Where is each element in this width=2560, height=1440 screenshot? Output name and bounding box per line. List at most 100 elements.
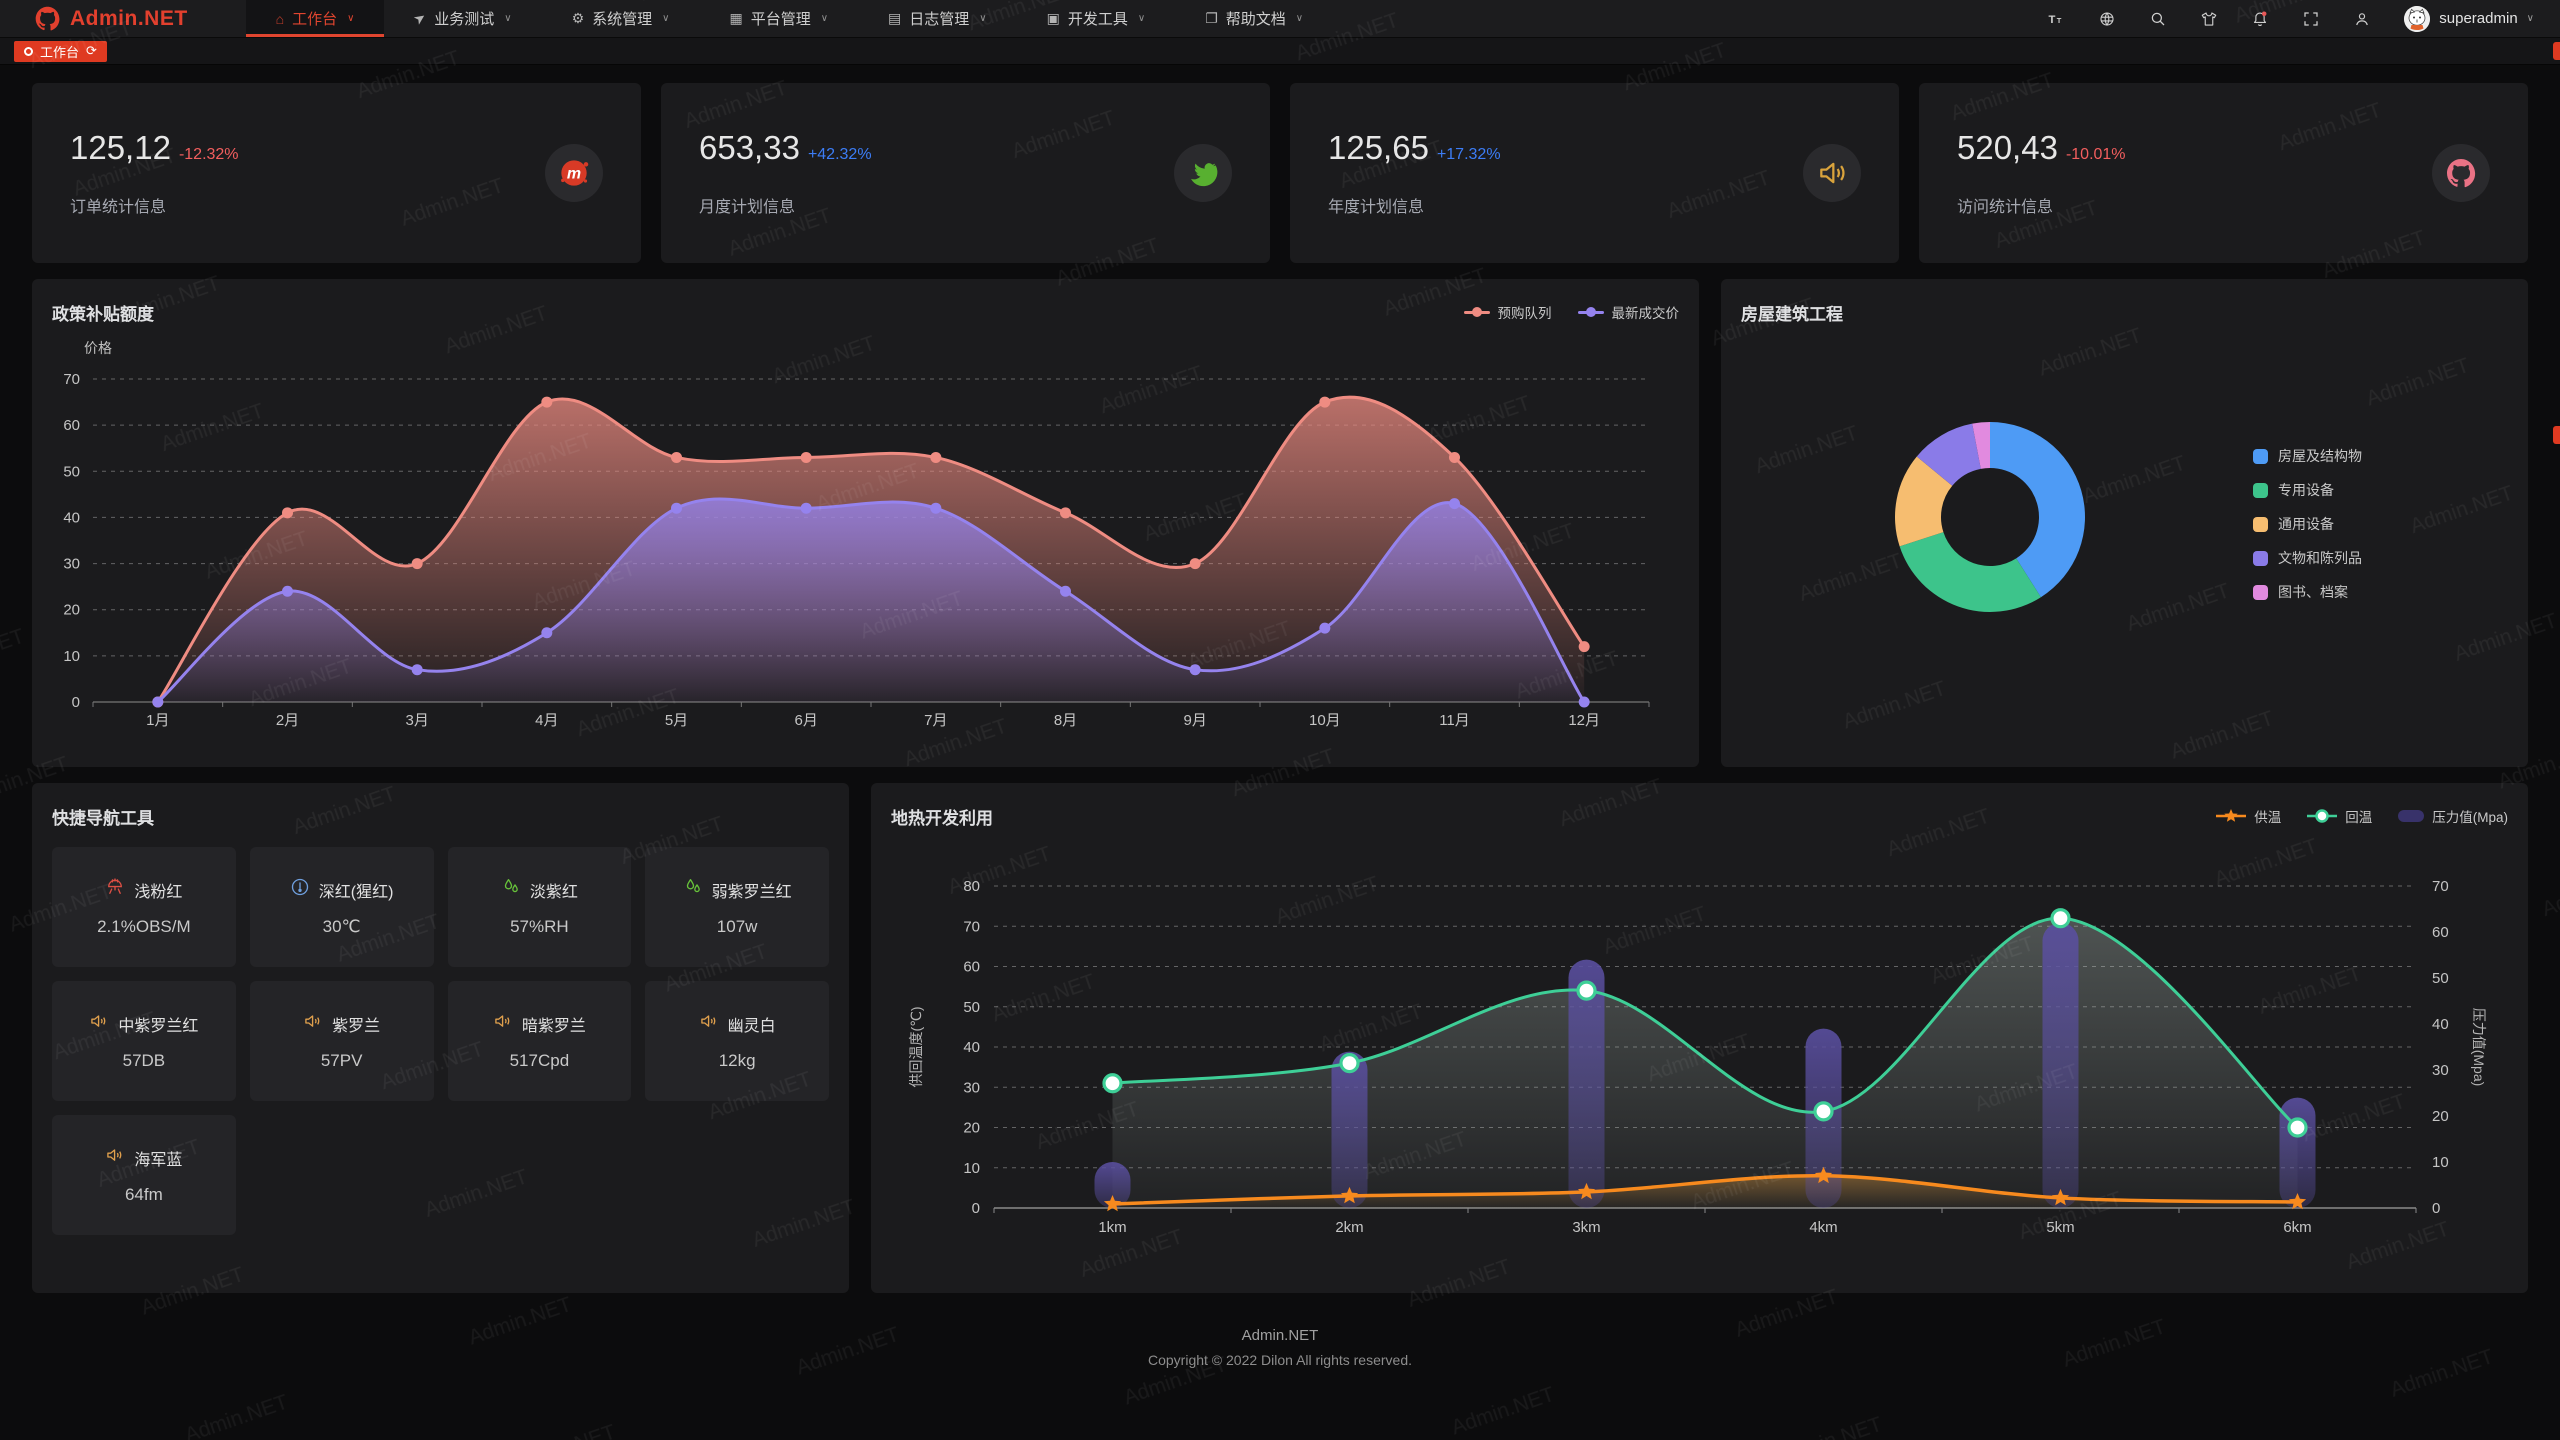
left-axis-label: 70: [963, 918, 980, 935]
quick-nav-value: 30℃: [322, 917, 361, 936]
legend-item-图书、档案[interactable]: 图书、档案: [2253, 582, 2362, 602]
right-axis-name: 压力值(Mpa): [2471, 1008, 2487, 1087]
search-icon[interactable]: [2149, 10, 2167, 28]
stat-card: 653,33 +42.32% 月度计划信息: [661, 83, 1270, 263]
profile-icon[interactable]: [2353, 10, 2371, 28]
quick-nav-暗紫罗兰[interactable]: 暗紫罗兰 517Cpd: [447, 981, 632, 1101]
quick-nav-中紫罗兰红[interactable]: 中紫罗兰红 57DB: [52, 981, 236, 1101]
bell-icon[interactable]: [2251, 10, 2269, 28]
brand-name: Admin.NET: [70, 6, 188, 30]
stat-label: 年度计划信息: [1328, 199, 1425, 216]
gear-icon: ⚙: [571, 10, 585, 26]
legend-item-最新成交价[interactable]: 最新成交价: [1577, 302, 1679, 322]
building-donut-chart[interactable]: [1741, 327, 2508, 749]
chevron-down-icon: ∨: [979, 13, 987, 24]
quick-nav-label: 深红(猩红): [318, 883, 394, 901]
geothermal-mixed-chart[interactable]: 0 10 20 30 40 50 60 70 80 0 10 20 30 40 50 60 70 1km 2km 3k…: [891, 831, 2508, 1275]
quick-nav-value: 57DB: [122, 1051, 166, 1070]
quick-nav-label: 幽灵白: [727, 1017, 776, 1035]
quick-nav-浅粉红[interactable]: 浅粉红 2.1%OBS/M: [52, 847, 236, 967]
svg-text:T: T: [2049, 13, 2056, 25]
right-axis-label: 20: [2432, 1108, 2449, 1125]
stat-card: 520,43 -10.01% 访问统计信息: [1919, 83, 2528, 263]
speaker-icon: [303, 1011, 323, 1036]
y-axis-label: 30: [63, 556, 80, 573]
legend-swatch: [2253, 584, 2268, 600]
quick-nav-label: 海军蓝: [134, 1151, 183, 1169]
floating-theme-button[interactable]: [2553, 42, 2560, 60]
area-回温: [1112, 918, 2298, 1208]
footer-brand: Admin.NET: [1241, 1327, 1319, 1344]
menu-item-label: 工作台: [292, 11, 338, 28]
data-point: [1189, 558, 1201, 570]
fullscreen-icon[interactable]: [2302, 10, 2320, 28]
left-axis-label: 0: [972, 1200, 980, 1217]
brand[interactable]: Admin.NET: [0, 0, 246, 37]
menu-item-工作台[interactable]: ⌂ 工作台 ∨: [245, 0, 385, 37]
data-point: [411, 664, 423, 676]
quick-nav-紫罗兰[interactable]: 紫罗兰 57PV: [249, 981, 434, 1101]
theme-icon[interactable]: [2200, 10, 2218, 28]
legend-item-专用设备[interactable]: 专用设备: [2253, 480, 2362, 500]
x-axis-label: 5km: [2046, 1219, 2074, 1236]
menu-item-帮助文档[interactable]: ❐ 帮助文档 ∨: [1175, 0, 1333, 37]
menu-item-日志管理[interactable]: ▤ 日志管理 ∨: [858, 0, 1017, 37]
home-icon: ⌂: [275, 10, 285, 27]
legend-item-预购队列[interactable]: 预购队列: [1463, 302, 1552, 322]
stat-label: 月度计划信息: [699, 199, 796, 216]
menu-item-平台管理[interactable]: ▦ 平台管理 ∨: [699, 0, 858, 37]
legend-item-压力值(Mpa)[interactable]: 压力值(Mpa): [2398, 806, 2508, 826]
right-axis-label: 10: [2432, 1154, 2449, 1171]
menu-item-label: 开发工具: [1067, 11, 1128, 28]
donut-legend: 房屋及结构物 专用设备通用设备文物和陈列品 图书、档案: [2253, 446, 2362, 616]
subsidy-legend: 预购队列 最新成交价: [1463, 302, 1679, 322]
quick-nav-深红(猩红)[interactable]: 深红(猩红) 30℃: [249, 847, 434, 967]
legend-item-回温[interactable]: 回温: [2307, 806, 2372, 826]
user-menu[interactable]: superadmin ∨: [2404, 5, 2534, 32]
quick-nav-value: 517Cpd: [509, 1051, 570, 1070]
tab-workbench[interactable]: 工作台 ⟳: [14, 40, 107, 62]
legend-item-通用设备[interactable]: 通用设备: [2253, 514, 2362, 534]
refresh-icon[interactable]: ⟳: [86, 43, 97, 58]
legend-item-文物和陈列品[interactable]: 文物和陈列品: [2253, 548, 2362, 568]
tab-bar: 工作台 ⟳: [0, 38, 2560, 65]
quick-nav-幽灵白[interactable]: 幽灵白 12kg: [645, 981, 829, 1101]
bird-icon: [1174, 144, 1232, 202]
menu-item-label: 系统管理: [592, 11, 653, 28]
floating-side-button[interactable]: [2553, 426, 2560, 444]
legend-label: 通用设备: [2278, 516, 2334, 532]
panel-title-building: 房屋建筑工程: [1741, 304, 1843, 324]
quick-nav-弱紫罗兰红[interactable]: 弱紫罗兰红 107w: [645, 847, 829, 967]
y-axis-label: 20: [63, 602, 80, 619]
legend-item-房屋及结构物[interactable]: 房屋及结构物: [2253, 446, 2362, 466]
legend-item-供温[interactable]: 供温: [2216, 806, 2281, 826]
left-axis-label: 60: [963, 959, 980, 976]
x-axis-label: 1月: [146, 712, 169, 729]
right-axis-label: 70: [2432, 878, 2449, 895]
donut-slice-专用设备: [1899, 532, 2041, 612]
quick-nav-grid: 浅粉红 2.1%OBS/M 深红(猩红) 30℃ 淡紫红 57%RH 弱紫罗兰红 107w 中紫…: [52, 847, 829, 1235]
right-axis-label: 0: [2432, 1200, 2440, 1217]
x-axis-label: 3月: [405, 712, 428, 729]
menu-item-业务测试[interactable]: ➤ 业务测试 ∨: [384, 0, 541, 37]
menu-item-开发工具[interactable]: ▣ 开发工具 ∨: [1017, 0, 1176, 37]
x-axis-label: 4月: [535, 712, 558, 729]
panel-policy-subsidy: 政策补贴额度 预购队列 最新成交价 0 10 20 30 40 50 60 70 价格 1月 2月 3月…: [32, 279, 1699, 767]
menu-item-系统管理[interactable]: ⚙ 系统管理 ∨: [542, 0, 700, 37]
data-point: [541, 627, 553, 639]
data-point: [1319, 622, 1331, 634]
quick-nav-淡紫红[interactable]: 淡紫红 57%RH: [447, 847, 632, 967]
quick-nav-海军蓝[interactable]: 海军蓝 64fm: [52, 1115, 236, 1235]
data-point: [1319, 396, 1331, 408]
log-icon: ▤: [888, 10, 902, 26]
chevron-down-icon: ∨: [1295, 13, 1304, 24]
x-axis-label: 3km: [1572, 1219, 1600, 1236]
left-axis-name: 供回温度(℃): [908, 1006, 924, 1087]
y-axis-label: 60: [63, 417, 80, 434]
right-axis-label: 40: [2432, 1016, 2449, 1033]
language-icon[interactable]: [2098, 10, 2116, 28]
stat-card: 125,12 -12.32% 订单统计信息 m: [32, 83, 641, 263]
